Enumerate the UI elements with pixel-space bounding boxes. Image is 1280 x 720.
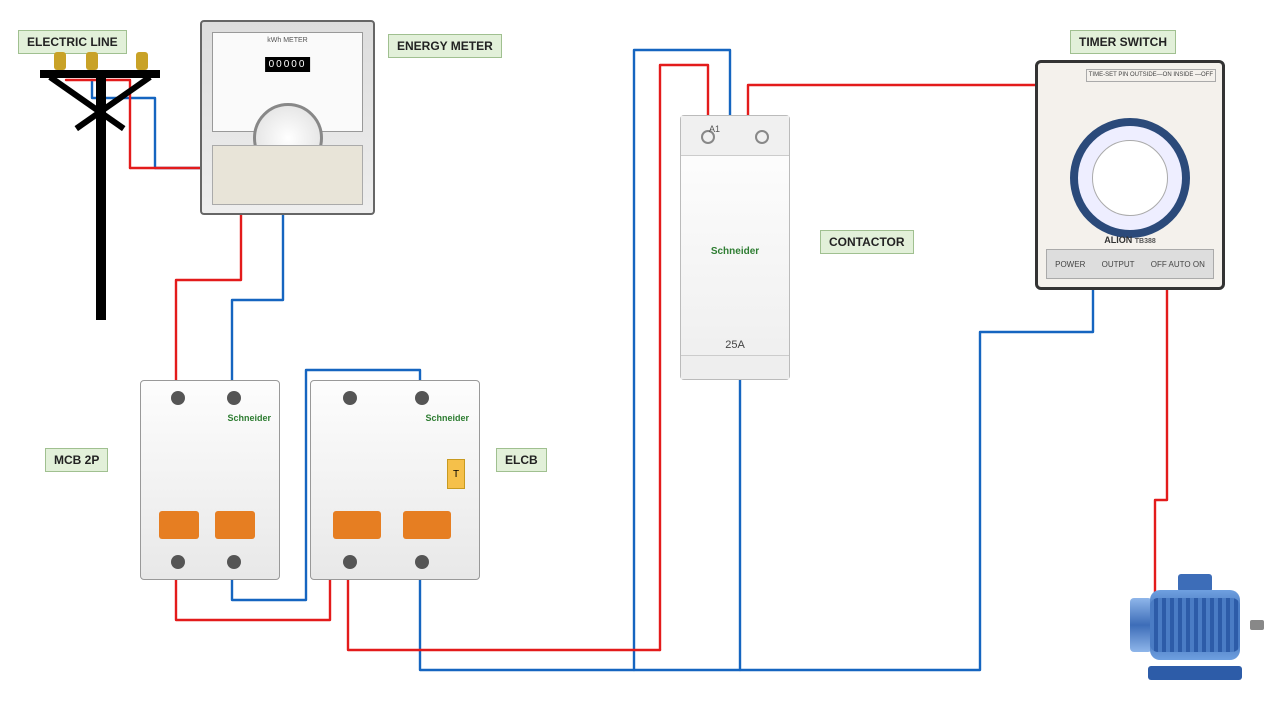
timer-mode-label: OFF AUTO ON [1151,260,1205,269]
contactor-a1-label: A1 [709,124,720,134]
electric-line-pole [40,60,160,320]
timer-power-label: POWER [1055,260,1085,269]
elcb-toggle-icon [333,511,381,539]
meter-digits: 00000 [265,57,311,72]
timer-output-label: OUTPUT [1102,260,1135,269]
timer-dial-icon [1070,118,1190,238]
mcb-2p: Schneider [140,380,280,580]
energy-meter: kWh METER 00000 [200,20,375,215]
label-energy-meter: ENERGY METER [388,34,502,58]
motor [1130,580,1260,680]
elcb: Schneider T [310,380,480,580]
elcb-toggle-icon [403,511,451,539]
label-timer: TIMER SWITCH [1070,30,1176,54]
mcb-toggle-icon [159,511,199,539]
meter-title: kWh METER [267,37,307,44]
label-elcb: ELCB [496,448,547,472]
label-contactor: CONTACTOR [820,230,914,254]
timer-brand: ALION [1104,235,1132,245]
timer-model: TB388 [1135,238,1156,245]
mcb-brand: Schneider [227,413,271,423]
elcb-test-button: T [447,459,465,489]
elcb-brand: Schneider [425,413,469,423]
timer-pin-text: TIME-SET PIN OUTSIDE—ON INSIDE —OFF [1086,69,1216,82]
label-mcb: MCB 2P [45,448,108,472]
timer-switch: TIME-SET PIN OUTSIDE—ON INSIDE —OFF ALIO… [1035,60,1225,290]
contactor: A1 Schneider 25A A2 [680,115,790,380]
contactor-brand: Schneider [711,246,759,257]
timer-bottom-strip: POWER OUTPUT OFF AUTO ON [1046,249,1214,279]
contactor-rating: 25A [725,339,745,351]
label-electric-line: ELECTRIC LINE [18,30,127,54]
mcb-toggle-icon [215,511,255,539]
